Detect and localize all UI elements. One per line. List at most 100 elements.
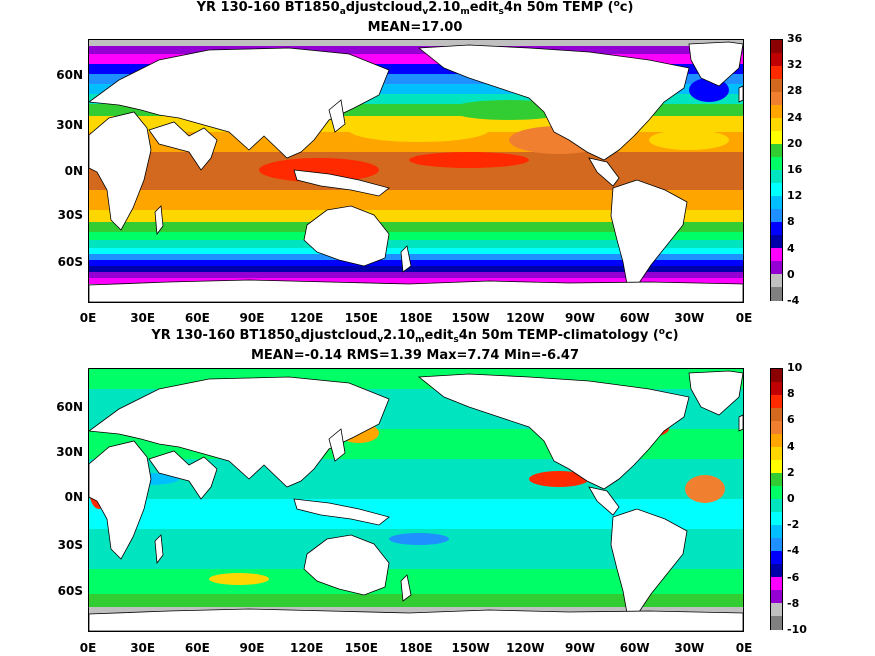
colorbar-segment: [771, 144, 782, 158]
x-tick-label: 120W: [506, 311, 545, 325]
colorbar-label: 24: [787, 110, 803, 124]
colorbar-segment: [771, 408, 782, 422]
land-australia: [303, 534, 390, 596]
colorbar-segment: [771, 261, 782, 275]
colorbar-segment: [771, 421, 782, 435]
panel2-map-svg: [89, 369, 743, 631]
anomaly-patch: [649, 130, 729, 150]
land-europe-asia: [89, 376, 390, 488]
land-arabia-india: [148, 450, 218, 500]
x-tick-label: 0E: [79, 311, 97, 325]
temperature-band: [89, 240, 743, 248]
land-arabia-india: [148, 121, 218, 171]
x-tick-label: 90E: [239, 311, 265, 325]
temperature-band: [89, 74, 743, 84]
x-tick-label: 150W: [451, 641, 490, 655]
temperature-band: [89, 266, 743, 272]
colorbar-label: 2: [787, 465, 795, 479]
anomaly-patch: [409, 152, 529, 168]
land-north-america: [417, 373, 690, 490]
anomaly-patch: [685, 475, 725, 503]
x-tick-label: 0E: [735, 311, 753, 325]
panel1-title: YR 130-160 BT1850adjustcloudv2.10medits4…: [196, 0, 634, 17]
y-tick-label: 30S: [57, 208, 83, 222]
colorbar-segment: [771, 499, 782, 513]
temperature-band: [89, 190, 743, 210]
colorbar-label: -6: [787, 570, 800, 584]
temperature-band: [89, 248, 743, 254]
anomaly-patch: [349, 118, 489, 142]
temperature-band: [89, 210, 743, 222]
temperature-band: [89, 54, 743, 64]
x-tick-label: 60W: [619, 311, 650, 325]
x-tick-label: 90W: [565, 311, 595, 325]
land-antarctica: [89, 279, 743, 302]
anomaly-patch: [529, 471, 589, 487]
x-tick-label: 180E: [399, 311, 433, 325]
temperature-band: [89, 232, 743, 240]
colorbar-label: -4: [787, 294, 800, 307]
colorbar-segment: [771, 616, 782, 630]
colorbar-segment: [771, 434, 782, 448]
temperature-band: [89, 594, 743, 607]
colorbar-bar: [770, 39, 783, 301]
y-tick-label: 60S: [57, 255, 83, 269]
land-japan: [328, 99, 346, 133]
colorbar-label: 8: [787, 215, 795, 229]
colorbar-segment: [771, 235, 782, 249]
colorbar-label: 28: [787, 84, 803, 98]
x-tick-label: 90E: [239, 641, 265, 655]
panel2-subtitle: MEAN=-0.14 RMS=1.39 Max=7.74 Min=-6.47: [250, 348, 580, 363]
land-indonesia: [293, 498, 390, 526]
colorbar-segment: [771, 53, 782, 67]
temperature-band: [89, 94, 743, 104]
land-antarctica: [89, 608, 743, 631]
temperature-band: [89, 84, 743, 94]
colorbar-segment: [771, 40, 782, 54]
colorbar-label: 4: [787, 439, 795, 453]
temperature-band: [89, 46, 743, 54]
x-tick-label: 60E: [184, 641, 210, 655]
colorbar-segment: [771, 564, 782, 578]
land-europe-asia: [89, 47, 390, 159]
land-madagascar: [154, 534, 164, 565]
temperature-band: [89, 278, 743, 284]
colorbar-label: 0: [787, 267, 795, 281]
colorbar-segment: [771, 248, 782, 262]
colorbar-label: 8: [787, 387, 795, 401]
colorbar-label: -4: [787, 544, 800, 558]
colorbar-segment: [771, 157, 782, 171]
temperature-band: [89, 254, 743, 260]
colorbar-segment: [771, 538, 782, 552]
colorbar-label: 10: [787, 361, 803, 374]
land-central-america: [588, 157, 620, 187]
land-central-america: [588, 486, 620, 516]
y-tick-label: 0N: [64, 164, 83, 178]
x-tick-label: 30W: [674, 641, 705, 655]
colorbar-segment: [771, 287, 782, 301]
temperature-band: [89, 607, 743, 613]
panel1-map: [88, 39, 744, 303]
colorbar-segment: [771, 118, 782, 132]
x-tick-label: 30W: [674, 311, 705, 325]
y-tick-label: 60N: [56, 68, 83, 82]
colorbar-segment: [771, 183, 782, 197]
land-new-zealand: [400, 245, 412, 273]
colorbar-segment: [771, 92, 782, 106]
land-uk: [738, 85, 743, 103]
x-tick-label: 120W: [506, 641, 545, 655]
panel2-title: YR 130-160 BT1850adjustcloudv2.10medits4…: [151, 327, 679, 345]
x-tick-label: 180E: [399, 641, 433, 655]
land-new-zealand: [400, 574, 412, 602]
colorbar-segment: [771, 131, 782, 145]
colorbar-segment: [771, 105, 782, 119]
x-tick-label: 30E: [130, 641, 156, 655]
colorbar-segment: [771, 274, 782, 288]
colorbar-segment: [771, 66, 782, 80]
colorbar-label: 16: [787, 163, 803, 176]
y-tick-label: 0N: [64, 490, 83, 504]
land-south-america: [610, 179, 688, 287]
land-madagascar: [154, 205, 164, 236]
colorbar-segment: [771, 525, 782, 539]
colorbar-label: 4: [787, 241, 795, 255]
